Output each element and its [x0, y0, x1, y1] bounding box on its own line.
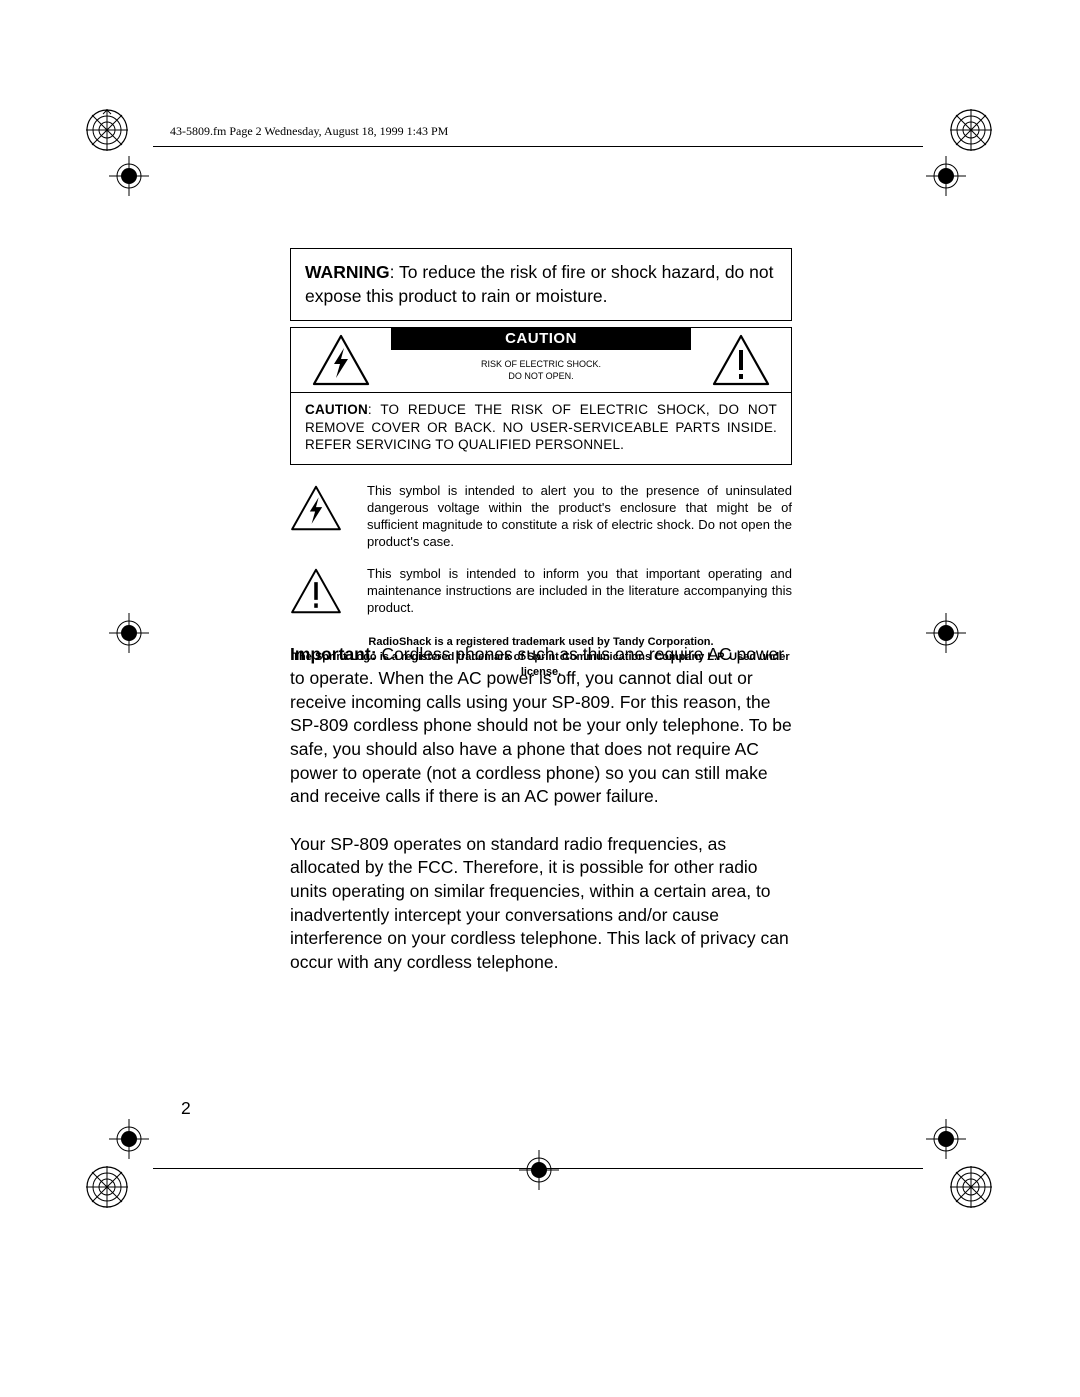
shock-triangle-icon [291, 328, 391, 392]
shock-triangle-icon [290, 483, 345, 551]
trademark-1: RadioShack is a registered trademark use… [290, 635, 792, 650]
crop-bot-left [83, 1151, 143, 1211]
rule-bottom [153, 1168, 923, 1169]
warning-label: WARNING [305, 262, 390, 282]
page-number: 2 [181, 1098, 191, 1119]
fcc-paragraph: Your SP-809 operates on standard radio f… [290, 833, 792, 975]
caution-sub-2: DO NOT OPEN. [395, 370, 687, 382]
trademark-2: The Sprint Logo is a registered trademar… [290, 650, 792, 680]
crop-bot-right [935, 1151, 995, 1211]
exclamation-triangle-icon [691, 328, 791, 392]
symbol-1-text: This symbol is intended to alert you to … [367, 483, 792, 551]
crop-bot-center [519, 1150, 559, 1190]
crop-mid-right [926, 613, 966, 653]
caution-sub: RISK OF ELECTRIC SHOCK. DO NOT OPEN. [391, 350, 691, 388]
trademark-block: RadioShack is a registered trademark use… [290, 635, 792, 680]
caution-body-label: CAUTION [305, 402, 368, 417]
crop-top-right-2 [926, 156, 966, 196]
rule-top [153, 146, 923, 147]
warning-box: WARNING: To reduce the risk of fire or s… [290, 248, 792, 321]
caution-sub-1: RISK OF ELECTRIC SHOCK. [395, 358, 687, 370]
caution-body: CAUTION: TO REDUCE THE RISK OF ELECTRIC … [291, 393, 791, 464]
page-content: WARNING: To reduce the risk of fire or s… [290, 248, 792, 975]
crop-bot-right-2 [926, 1119, 966, 1159]
symbol-explain-2: This symbol is intended to inform you th… [290, 566, 792, 619]
crop-bot-left-2 [109, 1119, 149, 1159]
crop-mid-left [109, 613, 149, 653]
symbol-explain-1: This symbol is intended to alert you to … [290, 483, 792, 551]
caution-body-text: : TO REDUCE THE RISK OF ELECTRIC SHOCK, … [305, 402, 777, 452]
page-header: 43-5809.fm Page 2 Wednesday, August 18, … [170, 124, 448, 139]
caution-header: CAUTION [391, 328, 691, 350]
exclamation-triangle-icon [290, 566, 345, 619]
crop-top-left-2 [109, 156, 149, 196]
symbol-2-text: This symbol is intended to inform you th… [367, 566, 792, 619]
caution-box: CAUTION RISK OF ELECTRIC SHOCK. DO NOT O… [290, 327, 792, 465]
